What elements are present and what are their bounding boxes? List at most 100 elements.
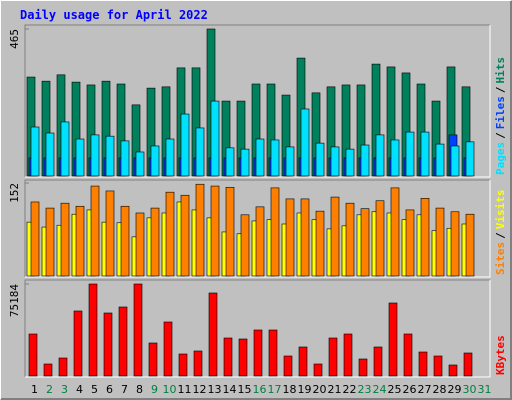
bar [405, 131, 415, 177]
bar [90, 134, 100, 177]
bar [300, 198, 310, 277]
legend-entry: Files [494, 96, 507, 129]
bar [210, 185, 220, 277]
bar [238, 338, 248, 377]
bar [120, 205, 130, 277]
bar [433, 355, 443, 377]
x-tick-label: 8 [136, 383, 143, 396]
x-tick-label: 13 [208, 383, 222, 396]
x-tick-label: 10 [163, 383, 177, 396]
bar [463, 352, 473, 377]
bar [255, 206, 265, 277]
bar [58, 357, 68, 377]
bar [360, 208, 370, 277]
x-tick-label: 30 [463, 383, 477, 396]
bar [388, 302, 398, 377]
bar [208, 292, 218, 377]
bar [45, 132, 55, 177]
legend-entry: Sites [494, 242, 507, 275]
plot-border [24, 179, 490, 277]
bar [178, 353, 188, 377]
legend: Pages / Files / Hits [494, 57, 507, 175]
x-tick-label: 27 [418, 383, 432, 396]
bar [435, 207, 445, 277]
bar [118, 306, 128, 377]
bar [298, 346, 308, 377]
bar [358, 358, 368, 377]
plot-border [24, 279, 490, 377]
x-tick-label: 4 [76, 383, 83, 396]
bar [328, 337, 338, 377]
plot-border [25, 180, 491, 278]
bar [270, 187, 280, 277]
bar [133, 283, 143, 377]
bar [315, 142, 325, 177]
bar [418, 351, 428, 377]
bar [435, 143, 445, 177]
bar [285, 146, 295, 177]
x-tick-label: 28 [433, 383, 447, 396]
bar [240, 148, 250, 177]
bar [330, 146, 340, 177]
bar [375, 200, 385, 277]
legend-entry: Visits [494, 190, 507, 230]
bar [373, 346, 383, 377]
x-tick-label: 20 [313, 383, 327, 396]
bar [120, 140, 130, 177]
bar [465, 213, 475, 277]
bar [60, 202, 70, 277]
bar [405, 209, 415, 277]
y-tick-label: 152 [8, 183, 21, 203]
bar [223, 337, 233, 377]
legend: KBytes [494, 335, 507, 375]
bar [150, 207, 160, 277]
bar [450, 145, 460, 177]
bar [450, 211, 460, 277]
bar [345, 202, 355, 277]
legend-entry: Hits [494, 57, 507, 84]
legend-separator: / [494, 132, 507, 139]
legend-entry: KBytes [494, 335, 507, 375]
bar [268, 329, 278, 377]
bar [180, 194, 190, 277]
bar [45, 207, 55, 277]
x-tick-label: 17 [268, 383, 282, 396]
bar [225, 186, 235, 277]
bar [285, 198, 295, 277]
x-tick-label: 15 [238, 383, 252, 396]
bar [390, 139, 400, 177]
bar [148, 342, 158, 377]
bar [345, 148, 355, 177]
bar [75, 138, 85, 177]
bar [88, 283, 98, 377]
bar [163, 321, 173, 377]
bar [330, 196, 340, 277]
bar [73, 310, 83, 377]
x-tick-label: 5 [91, 383, 98, 396]
plot-border [25, 280, 491, 378]
bar [135, 212, 145, 277]
legend-entry: Pages [494, 142, 507, 175]
x-tick-label: 16 [253, 383, 267, 396]
x-tick-label: 18 [283, 383, 297, 396]
bar [105, 190, 115, 277]
x-tick-label: 31 [478, 383, 492, 396]
bar [180, 113, 190, 177]
x-tick-label: 22 [343, 383, 357, 396]
bar [135, 151, 145, 177]
x-tick-label: 6 [106, 383, 113, 396]
bar [315, 210, 325, 277]
bar [420, 197, 430, 277]
x-tick-label: 23 [358, 383, 372, 396]
bar [300, 108, 310, 177]
x-tick-label: 3 [61, 383, 68, 396]
x-tick-label: 2 [46, 383, 53, 396]
bar [105, 135, 115, 177]
legend: Sites / Visits [494, 190, 507, 276]
bar [165, 191, 175, 277]
bar [60, 121, 70, 177]
bar [240, 214, 250, 277]
bar [195, 127, 205, 177]
